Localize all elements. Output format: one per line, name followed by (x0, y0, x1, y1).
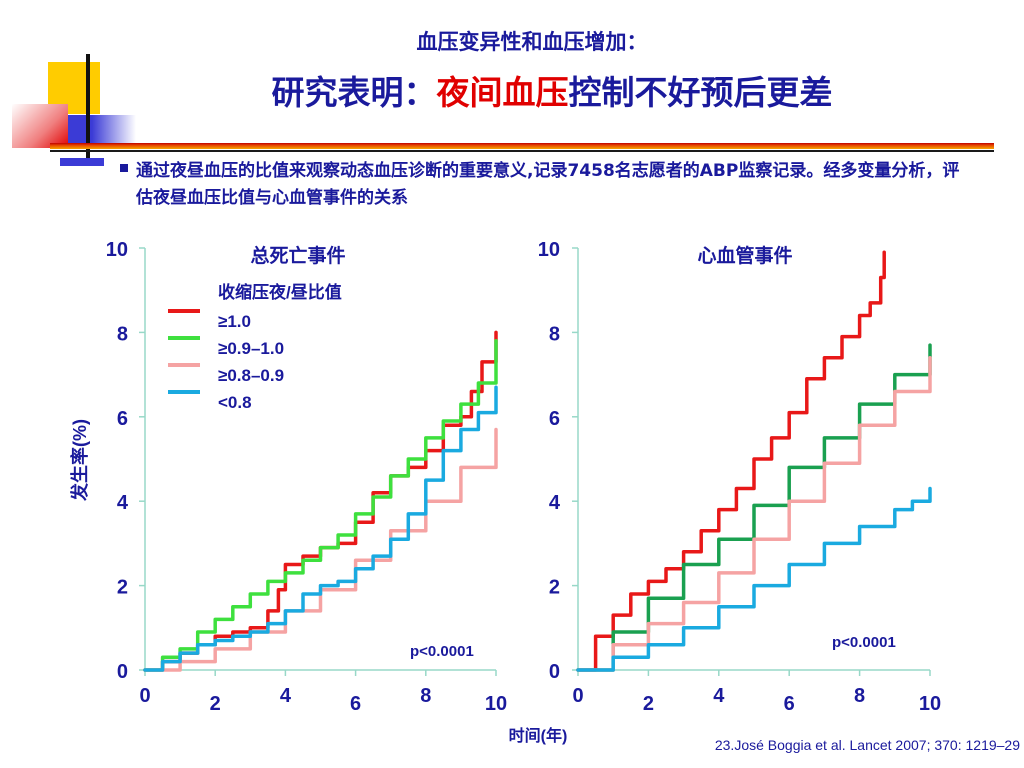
y-tick-label: 8 (549, 323, 560, 345)
y-tick-label: 10 (106, 239, 128, 261)
y-tick-label: 2 (549, 577, 560, 599)
legend-label: ≥0.9–1.0 (218, 339, 284, 358)
series-line-1 (143, 339, 498, 672)
p-value-annotation: p<0.0001 (832, 634, 896, 651)
x-tick-label: 6 (350, 693, 361, 715)
legend-label: <0.8 (218, 393, 252, 412)
title-highlight: 夜间血压 (436, 73, 569, 112)
x-tick-label: 8 (854, 685, 865, 707)
chart-total-mortality: 总死亡事件 发生率(%) 收缩压夜/昼比值 p<0.0001 0 2 4 6 8 10 0 2… (69, 239, 507, 715)
series-line-3 (576, 486, 932, 672)
x-tick-label: 2 (643, 693, 654, 715)
y-tick-label: 0 (549, 661, 560, 683)
x-tick-label: 2 (210, 693, 221, 715)
intro-text: 通过夜昼血压的比值来观察动态血压诊断的重要意义,记录7458名志愿者的ABP监察… (136, 161, 960, 208)
header-rule (50, 143, 994, 149)
chart-title: 总死亡事件 (250, 244, 345, 267)
legend-title: 收缩压夜/昼比值 (218, 282, 342, 302)
title-suffix: 控制不好预后更差 (568, 73, 833, 112)
x-tick-label: 4 (713, 685, 725, 707)
legend-label: ≥1.0 (218, 312, 251, 331)
header-decoration (0, 0, 140, 175)
x-tick-label: 10 (485, 693, 507, 715)
y-tick-label: 6 (549, 408, 560, 430)
series-line-1 (576, 343, 932, 672)
series-line-0 (576, 250, 886, 672)
x-tick-label: 0 (139, 685, 150, 707)
slide-title: 研究表明：夜间血压控制不好预后更差 (20, 66, 1024, 114)
y-tick-label: 10 (538, 239, 560, 261)
x-tick-label: 6 (784, 693, 795, 715)
y-tick-label: 4 (549, 492, 561, 514)
slide-subtitle: 血压变异性和血压增加： (416, 30, 648, 54)
y-tick-label: 6 (117, 408, 128, 430)
x-tick-label: 0 (572, 685, 583, 707)
series-line-2 (576, 355, 932, 672)
chart-title: 心血管事件 (697, 244, 792, 267)
legend-label: ≥0.8–0.9 (218, 366, 284, 385)
series-line-3 (143, 385, 498, 672)
y-tick-label: 8 (117, 323, 128, 345)
source-citation: 23.José Boggia et al. Lancet 2007; 370: … (714, 737, 1020, 753)
bullet-icon (120, 164, 128, 172)
y-tick-label: 2 (117, 577, 128, 599)
title-prefix: 研究表明： (271, 73, 437, 112)
header-rule-shadow (50, 150, 994, 152)
y-tick-label: 4 (117, 492, 129, 514)
x-tick-label: 8 (420, 685, 431, 707)
chart-cardiovascular-events: 心血管事件 p<0.0001 0 2 4 6 8 10 0 2 4 6 8 10 (538, 239, 941, 715)
x-axis-label: 时间(年) (509, 726, 568, 745)
p-value-annotation: p<0.0001 (410, 643, 474, 660)
x-tick-label: 4 (280, 685, 292, 707)
y-tick-label: 0 (117, 661, 128, 683)
x-tick-label: 10 (919, 693, 941, 715)
y-axis-label: 发生率(%) (69, 419, 90, 502)
